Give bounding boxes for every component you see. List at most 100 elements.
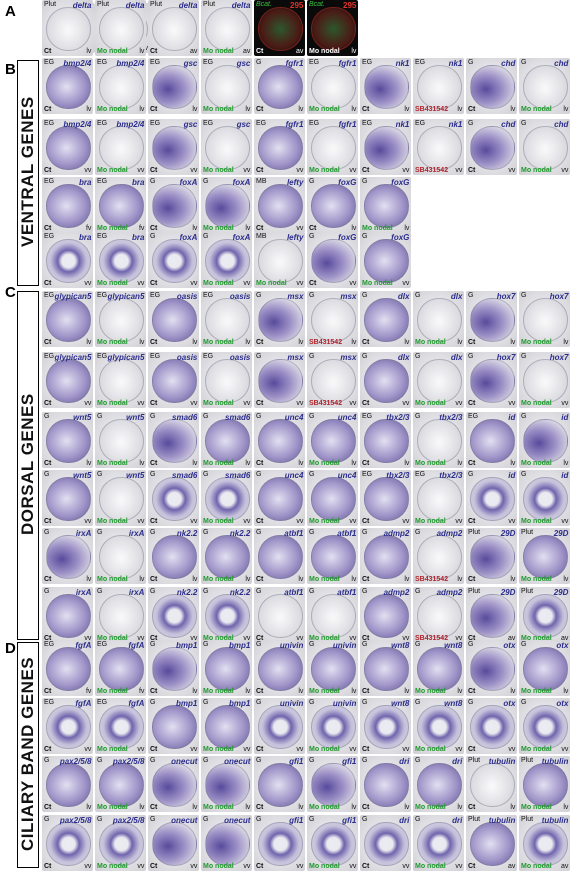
panel-letter-b: B [5,61,16,78]
condition-label: Mo nodal [309,804,340,811]
condition-label: Mo nodal [203,518,234,525]
view-label: lv [351,106,357,113]
stage-label: EG [203,292,214,299]
view-label: vv [137,863,145,870]
gene-label: hox7 [496,292,516,301]
view-label: lv [563,106,569,113]
view-label: vv [402,518,410,525]
view-label: vv [243,746,251,753]
embryo [205,238,251,284]
section-label: DORSAL GENES [18,393,37,536]
view-label: lv [351,576,357,583]
embryo [258,358,304,404]
condition-label: Ct [468,106,476,113]
embryo [205,125,251,171]
panel-letter-d: D [5,640,16,657]
condition-label: Mo nodal [415,746,446,753]
view-label: lv [510,688,516,695]
stage-label: G [362,529,368,536]
embryo [99,476,145,522]
embryo [523,593,569,639]
view-label: av [507,635,516,642]
view-label: vv [84,280,92,287]
embryo-image: EG nk1 Ct vv [360,119,412,175]
stage-label: G [150,233,156,240]
embryo [470,297,516,343]
embryo [152,64,198,110]
gene-label: gsc [183,120,198,129]
embryo [46,646,92,692]
condition-label: SB431542 [415,635,449,642]
gene-label: otx [556,641,569,650]
condition-label: Mo nodal [309,746,340,753]
embryo [417,125,463,171]
condition-label: Mo nodal [203,688,234,695]
view-label: vv [349,746,357,753]
condition-label: Mo nodal [362,280,393,287]
embryo [99,183,145,229]
stage-label: G [415,529,421,536]
stage-label: G [309,233,315,240]
stage-label: G [521,120,527,127]
stage-label: G [415,816,421,823]
view-label: lv [192,339,198,346]
stage-label: G [97,816,103,823]
gene-label: nk1 [395,120,410,129]
embryo [152,704,198,750]
stage-label: G [150,757,156,764]
view-label: lv [457,804,463,811]
gene-label: tubulin [541,816,569,825]
gene-label: irxA [128,588,145,597]
stage-label: G [415,757,421,764]
view-label: vv [137,635,145,642]
condition-label: Mo nodal [97,804,128,811]
embryo [311,418,357,464]
embryo [205,418,251,464]
condition-label: Ct [44,635,52,642]
gene-label: tubulin [488,757,516,766]
condition-label: Ct [468,688,476,695]
gene-label: foxA [179,178,198,187]
view-label: lv [404,225,410,232]
stage-label: EG [44,353,55,360]
gene-label: foxG [391,233,410,242]
stage-label: G [150,178,156,185]
stage-label: G [468,699,474,706]
gene-label: dlx [397,292,410,301]
stage-label: Plut [468,757,481,764]
condition-label: Mo nodal [309,48,340,55]
section-label: CILIARY BAND GENES [18,656,37,852]
stage-label: G [203,471,209,478]
stage-label: EG [256,120,267,127]
stage-label: EG [309,120,320,127]
view-label: vv [455,635,463,642]
condition-label: Ct [256,863,264,870]
embryo [417,64,463,110]
gene-label: oasis [229,292,251,301]
embryo [205,358,251,404]
view-label: lv [298,460,304,467]
stage-label: G [203,641,209,648]
embryo [523,821,569,867]
embryo [258,646,304,692]
condition-label: Mo nodal [521,167,552,174]
view-label: lv [404,804,410,811]
condition-label: Mo nodal [97,106,128,113]
condition-label: Mo nodal [309,167,340,174]
embryo [470,64,516,110]
gene-label: glypican5 [107,292,145,301]
gene-label: bmp1 [229,641,251,650]
